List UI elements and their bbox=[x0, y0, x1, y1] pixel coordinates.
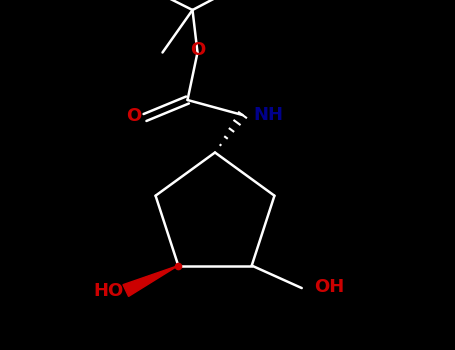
Text: HO: HO bbox=[93, 281, 123, 300]
Text: O: O bbox=[126, 107, 142, 125]
Polygon shape bbox=[123, 266, 178, 296]
Text: OH: OH bbox=[314, 278, 344, 296]
Text: O: O bbox=[190, 41, 206, 59]
Text: NH: NH bbox=[253, 106, 283, 124]
